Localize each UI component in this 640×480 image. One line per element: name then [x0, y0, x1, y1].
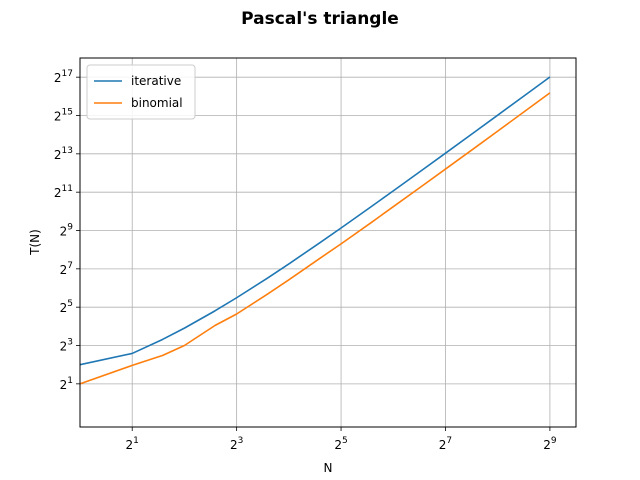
y-tick-label: 29: [60, 223, 74, 239]
legend: iterative binomial: [86, 64, 196, 120]
legend-label-binomial: binomial: [131, 96, 183, 110]
x-tick-label: 27: [439, 436, 452, 452]
grid: [80, 58, 576, 427]
y-tick-label: 23: [60, 338, 73, 354]
chart-title: Pascal's triangle: [241, 9, 399, 29]
y-axis-label: T(N): [28, 229, 42, 256]
y-tick-label: 211: [54, 184, 73, 200]
x-tick-label: 21: [126, 436, 139, 452]
y-tick-label: 27: [60, 261, 73, 277]
legend-box: [86, 64, 196, 120]
x-tick-label: 23: [230, 436, 243, 452]
legend-label-iterative: iterative: [131, 74, 181, 88]
y-tick-label: 21: [60, 376, 73, 392]
series-lines: [79, 76, 551, 385]
y-axis-ticks: 21 23 25 27 29 211 213 215 217: [54, 69, 80, 392]
x-axis-ticks: 21 23 25 27 29: [126, 427, 557, 452]
y-tick-label: 217: [54, 69, 73, 85]
y-tick-label: 215: [54, 108, 73, 124]
x-tick-label: 25: [334, 436, 347, 452]
x-axis-label: N: [324, 461, 333, 475]
plot-frame: [79, 57, 577, 428]
series-line-iterative: [79, 76, 551, 366]
y-tick-label: 213: [54, 146, 73, 162]
y-tick-label: 25: [60, 299, 73, 315]
series-line-binomial: [79, 92, 551, 385]
x-tick-label: 29: [543, 436, 557, 452]
